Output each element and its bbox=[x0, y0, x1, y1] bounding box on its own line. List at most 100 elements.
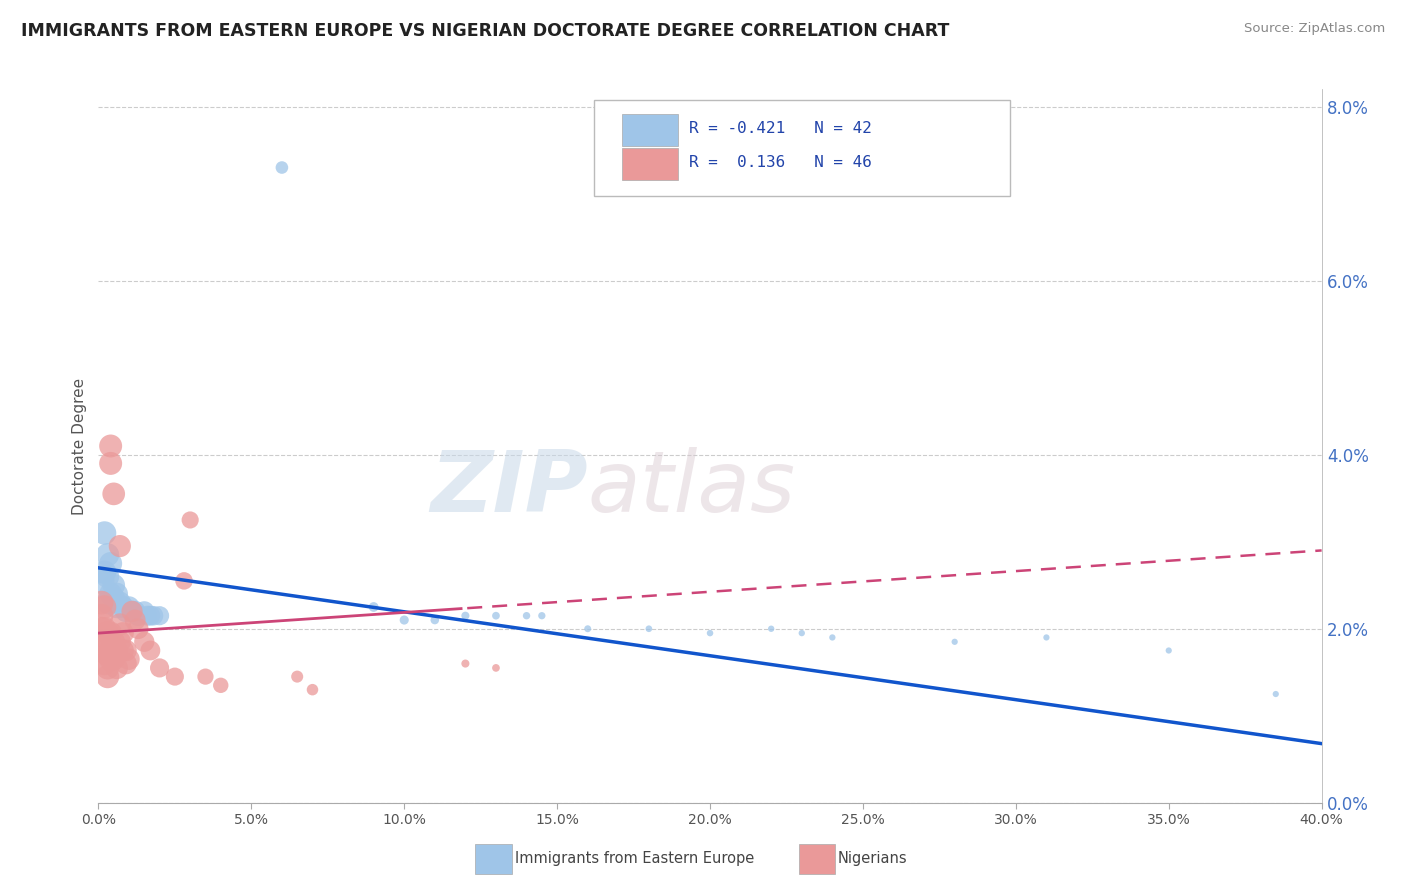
Point bbox=[97, 661, 120, 675]
Point bbox=[454, 608, 477, 623]
Point bbox=[285, 670, 308, 684]
Point bbox=[118, 599, 141, 614]
Point bbox=[134, 604, 156, 618]
Point bbox=[93, 622, 115, 636]
Point bbox=[363, 599, 385, 614]
Point bbox=[124, 604, 146, 618]
Text: Immigrants from Eastern Europe: Immigrants from Eastern Europe bbox=[515, 852, 754, 866]
Point bbox=[392, 613, 416, 627]
Point bbox=[93, 565, 115, 579]
Point bbox=[1157, 643, 1180, 657]
Text: IMMIGRANTS FROM EASTERN EUROPE VS NIGERIAN DOCTORATE DEGREE CORRELATION CHART: IMMIGRANTS FROM EASTERN EUROPE VS NIGERI… bbox=[21, 22, 949, 40]
Point bbox=[100, 652, 122, 666]
Point bbox=[105, 661, 128, 675]
Point bbox=[516, 608, 538, 623]
Point bbox=[637, 622, 661, 636]
Point bbox=[485, 608, 508, 623]
Point bbox=[111, 599, 134, 614]
Point bbox=[103, 578, 125, 592]
Point bbox=[93, 599, 115, 614]
FancyBboxPatch shape bbox=[621, 148, 678, 180]
Point bbox=[111, 626, 134, 640]
Point bbox=[127, 608, 149, 623]
Point bbox=[108, 635, 131, 649]
Point bbox=[485, 661, 508, 675]
Point bbox=[115, 643, 138, 657]
Point bbox=[194, 670, 217, 684]
FancyBboxPatch shape bbox=[621, 114, 678, 145]
Point bbox=[163, 670, 186, 684]
Point bbox=[790, 626, 813, 640]
Text: R =  0.136   N = 46: R = 0.136 N = 46 bbox=[689, 155, 872, 170]
Point bbox=[100, 457, 122, 471]
Point bbox=[93, 657, 115, 671]
Point bbox=[423, 613, 446, 627]
Point bbox=[139, 643, 162, 657]
Point bbox=[93, 631, 115, 645]
Point bbox=[100, 626, 122, 640]
Point bbox=[100, 439, 122, 453]
FancyBboxPatch shape bbox=[593, 100, 1010, 196]
Point bbox=[90, 622, 112, 636]
Point bbox=[1035, 631, 1057, 645]
Point bbox=[142, 608, 165, 623]
Point bbox=[100, 587, 122, 601]
Point bbox=[97, 596, 120, 610]
Point bbox=[121, 604, 143, 618]
Point bbox=[943, 635, 966, 649]
Point bbox=[105, 599, 128, 614]
Point bbox=[149, 661, 172, 675]
Point bbox=[134, 635, 156, 649]
Point bbox=[90, 596, 112, 610]
Point bbox=[97, 548, 120, 562]
Point bbox=[121, 604, 143, 618]
Point bbox=[179, 513, 201, 527]
Point bbox=[139, 608, 162, 623]
Point bbox=[301, 682, 323, 697]
Point bbox=[111, 643, 134, 657]
Point bbox=[699, 626, 721, 640]
Point bbox=[108, 617, 131, 632]
Point bbox=[270, 161, 292, 175]
Point bbox=[100, 557, 122, 571]
Point bbox=[97, 648, 120, 662]
Point bbox=[136, 608, 159, 623]
Point bbox=[97, 639, 120, 653]
Point bbox=[103, 652, 125, 666]
Point bbox=[103, 635, 125, 649]
Point bbox=[124, 613, 146, 627]
Text: Source: ZipAtlas.com: Source: ZipAtlas.com bbox=[1244, 22, 1385, 36]
Point bbox=[93, 526, 115, 541]
Point bbox=[103, 591, 125, 606]
Point bbox=[530, 608, 553, 623]
Text: R = -0.421   N = 42: R = -0.421 N = 42 bbox=[689, 121, 872, 136]
Point bbox=[209, 678, 232, 692]
Point bbox=[105, 643, 128, 657]
Point bbox=[115, 657, 138, 671]
Point bbox=[97, 626, 120, 640]
Text: ZIP: ZIP bbox=[430, 447, 588, 531]
Point bbox=[1264, 687, 1286, 701]
Point bbox=[97, 569, 120, 583]
Point bbox=[93, 643, 115, 657]
Point bbox=[576, 622, 599, 636]
Point bbox=[97, 670, 120, 684]
Point bbox=[103, 487, 125, 501]
Point bbox=[127, 622, 149, 636]
Point bbox=[759, 622, 782, 636]
Text: Nigerians: Nigerians bbox=[838, 852, 908, 866]
Point bbox=[90, 574, 112, 588]
Point bbox=[118, 652, 141, 666]
Point bbox=[108, 596, 131, 610]
Point bbox=[115, 604, 138, 618]
Point bbox=[90, 608, 112, 623]
Point bbox=[108, 539, 131, 553]
Point bbox=[105, 587, 128, 601]
Y-axis label: Doctorate Degree: Doctorate Degree bbox=[72, 377, 87, 515]
Point bbox=[821, 631, 844, 645]
Text: atlas: atlas bbox=[588, 447, 796, 531]
Point bbox=[454, 657, 477, 671]
Point bbox=[100, 643, 122, 657]
Point bbox=[173, 574, 195, 588]
Point bbox=[149, 608, 172, 623]
